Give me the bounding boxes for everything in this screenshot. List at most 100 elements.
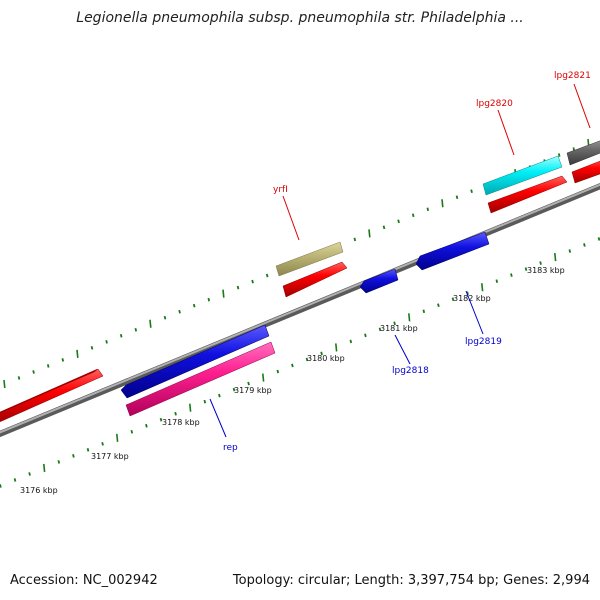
- label-leaders: [209, 83, 591, 438]
- tick-mark: [218, 393, 221, 398]
- tick-mark: [524, 267, 528, 271]
- tick-mark: [72, 454, 75, 458]
- tick-mark: [119, 333, 123, 338]
- tick-mark: [554, 252, 557, 262]
- gene-lpg2820[interactable]: [482, 155, 563, 196]
- tick-mark: [378, 327, 382, 332]
- gene-label-yrfI[interactable]: yrfI: [273, 185, 288, 195]
- genome-title: Legionella pneumophila subsp. pneumophil…: [76, 10, 524, 26]
- tick-mark: [597, 237, 600, 241]
- scale-label-3183: 3183 kbp: [527, 266, 565, 275]
- tick-mark: [57, 460, 61, 464]
- gene-lpg2819[interactable]: [415, 231, 490, 271]
- tick-mark: [291, 363, 294, 368]
- tick-mark: [568, 249, 572, 253]
- tick-mark: [320, 351, 323, 356]
- tick-mark: [393, 321, 396, 326]
- tick-mark: [466, 291, 469, 296]
- gene-label-lpg2819[interactable]: lpg2819: [465, 337, 502, 347]
- tick-mark: [178, 309, 181, 314]
- tick-mark: [130, 429, 134, 434]
- gene-red-yrfI-pair[interactable]: [282, 261, 348, 298]
- tick-mark: [3, 379, 6, 389]
- tick-mark: [32, 370, 35, 374]
- tick-mark: [305, 357, 309, 362]
- gene-label-rep[interactable]: rep: [223, 443, 238, 453]
- tick-mark: [13, 478, 17, 482]
- tick-mark: [437, 303, 440, 308]
- tick-mark: [0, 484, 2, 488]
- tick-mark: [411, 213, 415, 218]
- tick-mark: [61, 358, 65, 362]
- gene-lpg2818[interactable]: [359, 268, 399, 294]
- tick-mark: [207, 297, 211, 302]
- tick-mark: [397, 219, 400, 224]
- tick-mark: [134, 327, 138, 332]
- gene-label-lpg2818[interactable]: lpg2818: [392, 366, 429, 376]
- tick-mark: [335, 343, 338, 352]
- tick-mark: [232, 387, 236, 392]
- tick-mark: [368, 229, 371, 238]
- tick-mark: [86, 448, 90, 452]
- tick-mark: [382, 225, 386, 230]
- reverse-tick-track: [0, 237, 600, 488]
- tick-mark: [116, 433, 119, 442]
- tick-mark: [43, 463, 46, 473]
- tick-mark: [159, 417, 163, 422]
- tick-mark: [174, 411, 177, 416]
- tick-mark: [481, 283, 484, 292]
- tick-mark: [222, 289, 225, 298]
- tick-mark: [422, 309, 426, 314]
- scale-label-3178: 3178 kbp: [162, 418, 200, 427]
- tick-mark: [470, 189, 473, 194]
- gene-rep[interactable]: [125, 341, 276, 417]
- tick-mark: [539, 261, 542, 265]
- tick-mark: [149, 319, 152, 328]
- gene-label-lpg2820[interactable]: lpg2820: [476, 99, 513, 109]
- tick-mark: [353, 237, 357, 242]
- tick-mark: [145, 423, 148, 428]
- tick-mark: [455, 195, 459, 200]
- accession-text: Accession: NC_002942: [10, 573, 158, 588]
- tick-mark: [408, 313, 411, 322]
- tick-mark: [76, 349, 79, 358]
- tick-mark: [90, 346, 94, 350]
- scale-label-3182: 3182 kbp: [453, 294, 491, 303]
- gene-red-lpg2820-pair[interactable]: [487, 175, 568, 214]
- scale-label-3181: 3181 kbp: [380, 324, 418, 333]
- tick-mark: [203, 399, 207, 404]
- tick-mark: [236, 285, 240, 290]
- scale-labels: 3176 kbp 3177 kbp 3178 kbp 3179 kbp 3180…: [20, 266, 565, 495]
- tick-mark: [276, 369, 280, 374]
- tick-mark: [441, 199, 444, 208]
- scale-label-3179: 3179 kbp: [234, 386, 272, 395]
- gene-blue-large[interactable]: [120, 324, 270, 399]
- tick-mark: [46, 364, 50, 368]
- gene-label-lpg2821[interactable]: lpg2821: [554, 71, 591, 81]
- tick-mark: [572, 147, 576, 151]
- gene-lpg2821[interactable]: [566, 139, 600, 166]
- genome-summary-text: Topology: circular; Length: 3,397,754 bp…: [232, 573, 590, 588]
- tick-mark: [189, 403, 192, 412]
- gene-red-lpg2821-pair[interactable]: [571, 158, 600, 184]
- tick-mark: [426, 207, 430, 212]
- tick-mark: [451, 297, 455, 302]
- tick-mark: [28, 472, 31, 476]
- gene-red-left[interactable]: [0, 368, 104, 424]
- tick-mark: [101, 442, 104, 446]
- tick-mark: [583, 243, 586, 247]
- genome-backbone: [0, 183, 600, 438]
- tick-mark: [247, 381, 250, 386]
- tick-mark: [495, 279, 499, 283]
- tick-mark: [349, 339, 353, 344]
- tick-mark: [265, 273, 269, 278]
- gene-yrfI[interactable]: [275, 241, 344, 277]
- scale-label-3176: 3176 kbp: [20, 486, 58, 495]
- tick-mark: [262, 373, 265, 382]
- tick-mark: [17, 376, 21, 380]
- scale-label-3180: 3180 kbp: [307, 354, 345, 363]
- scale-label-3177: 3177 kbp: [91, 452, 129, 461]
- tick-mark: [105, 340, 108, 344]
- tick-mark: [364, 333, 367, 338]
